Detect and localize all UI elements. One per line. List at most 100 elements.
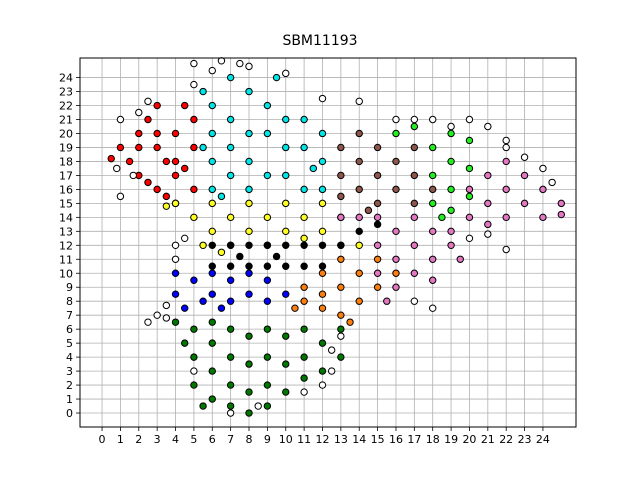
scatter-point (355, 269, 363, 277)
y-tick-label: 10 (59, 267, 73, 280)
scatter-point (410, 122, 419, 131)
scatter-point (392, 227, 400, 236)
scatter-point (282, 171, 290, 180)
scatter-point (337, 311, 345, 319)
scatter-point (208, 269, 216, 277)
scatter-point (318, 129, 327, 138)
scatter-point (199, 87, 207, 96)
scatter-point (392, 255, 400, 263)
scatter-point (300, 374, 308, 382)
scatter-point (208, 66, 216, 75)
scatter-point (355, 185, 363, 194)
scatter-point (282, 290, 290, 298)
scatter-point (465, 234, 474, 243)
scatter-point (113, 164, 121, 173)
scatter-point (346, 318, 354, 326)
scatter-point (190, 213, 198, 222)
y-tick-label: 20 (59, 127, 73, 140)
x-tick-label: 5 (190, 433, 197, 446)
scatter-point (190, 59, 198, 68)
scatter-point (557, 210, 566, 219)
scatter-point (208, 262, 216, 270)
scatter-point (144, 318, 152, 326)
scatter-point (539, 185, 547, 194)
scatter-point (300, 143, 308, 152)
scatter-point (337, 325, 345, 333)
scatter-point (162, 202, 171, 210)
scatter-point (226, 381, 235, 389)
scatter-point (410, 199, 419, 208)
scatter-point (116, 143, 125, 152)
scatter-point (162, 301, 171, 310)
scatter-point (484, 171, 492, 180)
scatter-point (447, 185, 455, 194)
scatter-point (447, 122, 455, 131)
y-tick-label: 2 (66, 379, 73, 392)
scatter-point (355, 157, 363, 166)
scatter-point (226, 262, 235, 270)
scatter-point (291, 304, 299, 312)
scatter-point (502, 185, 510, 194)
x-tick-label: 0 (99, 433, 106, 446)
scatter-point (465, 115, 474, 124)
scatter-point (153, 143, 161, 152)
scatter-point (181, 339, 189, 347)
scatter-point (217, 248, 226, 256)
scatter-point (245, 185, 253, 194)
scatter-point (337, 255, 345, 263)
scatter-point (263, 129, 272, 138)
scatter-point (282, 69, 290, 78)
scatter-point (300, 213, 308, 222)
scatter-point (318, 185, 327, 194)
scatter-point (337, 332, 345, 340)
scatter-point (208, 290, 216, 298)
x-tick-label: 8 (246, 433, 253, 446)
scatter-point (447, 206, 455, 215)
scatter-point (153, 101, 161, 110)
scatter-point (300, 325, 308, 333)
scatter-point (272, 73, 281, 82)
scatter-point (162, 192, 171, 201)
scatter-point (392, 157, 400, 166)
x-tick-label: 16 (389, 433, 403, 446)
scatter-point (208, 241, 216, 249)
x-tick-label: 13 (334, 433, 348, 446)
scatter-point (548, 178, 556, 187)
scatter-point (181, 164, 189, 173)
y-tick-label: 6 (66, 323, 73, 336)
scatter-point (190, 143, 198, 152)
scatter-point (337, 143, 345, 152)
x-tick-label: 10 (279, 433, 293, 446)
scatter-point (300, 234, 308, 243)
scatter-point (465, 192, 474, 201)
y-tick-label: 13 (59, 225, 73, 238)
scatter-point (300, 388, 308, 396)
scatter-point (199, 402, 207, 410)
scatter-point (392, 129, 400, 138)
scatter-point (355, 213, 363, 222)
scatter-point (318, 262, 327, 270)
scatter-point (373, 213, 382, 222)
scatter-point (502, 213, 510, 222)
scatter-point (153, 185, 161, 194)
scatter-point (245, 409, 253, 417)
scatter-point (245, 269, 253, 277)
scatter-point (263, 262, 272, 270)
scatter-point (318, 304, 327, 312)
scatter-point (226, 73, 235, 82)
scatter-point (226, 143, 235, 152)
scatter-point (429, 143, 437, 152)
scatter-point (245, 290, 253, 298)
scatter-point (217, 57, 226, 65)
scatter-point (208, 395, 216, 403)
scatter-point (373, 143, 382, 152)
scatter-point (208, 227, 216, 236)
scatter-point (226, 325, 235, 333)
y-tick-label: 8 (66, 295, 73, 308)
y-tick-label: 19 (59, 141, 73, 154)
y-tick-label: 23 (59, 86, 73, 99)
scatter-point (263, 353, 272, 361)
scatter-point (383, 297, 391, 305)
scatter-point (272, 252, 281, 261)
